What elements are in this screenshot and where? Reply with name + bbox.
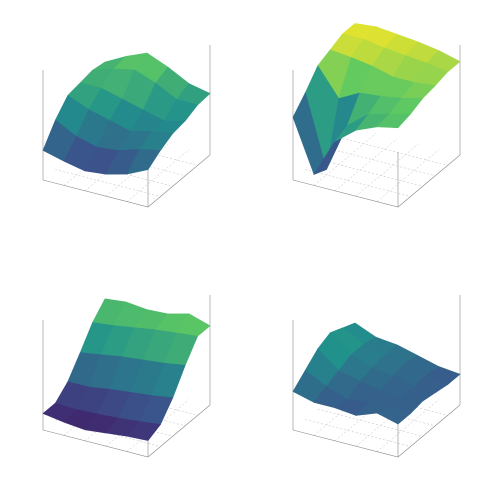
floor-grid — [317, 158, 423, 187]
floor-grid — [313, 133, 377, 186]
surface-patch — [126, 149, 161, 175]
floor-grid — [305, 169, 411, 197]
floor-grid — [334, 138, 398, 191]
floor-grid — [355, 144, 419, 197]
floor-grid — [330, 148, 436, 177]
subplot — [42, 45, 211, 208]
floor-grid — [355, 394, 419, 447]
subplot — [42, 295, 211, 458]
floor-grid — [376, 149, 440, 202]
floor-grid — [305, 419, 411, 447]
floor-grid — [342, 138, 448, 166]
floor-grid — [376, 399, 440, 452]
surface-patch — [376, 405, 411, 425]
subplot — [292, 295, 461, 458]
surface-patch — [126, 421, 161, 441]
floor-grid — [334, 388, 398, 441]
surface-patch — [376, 113, 412, 129]
subplot — [292, 23, 461, 208]
floor-grid — [126, 149, 190, 202]
